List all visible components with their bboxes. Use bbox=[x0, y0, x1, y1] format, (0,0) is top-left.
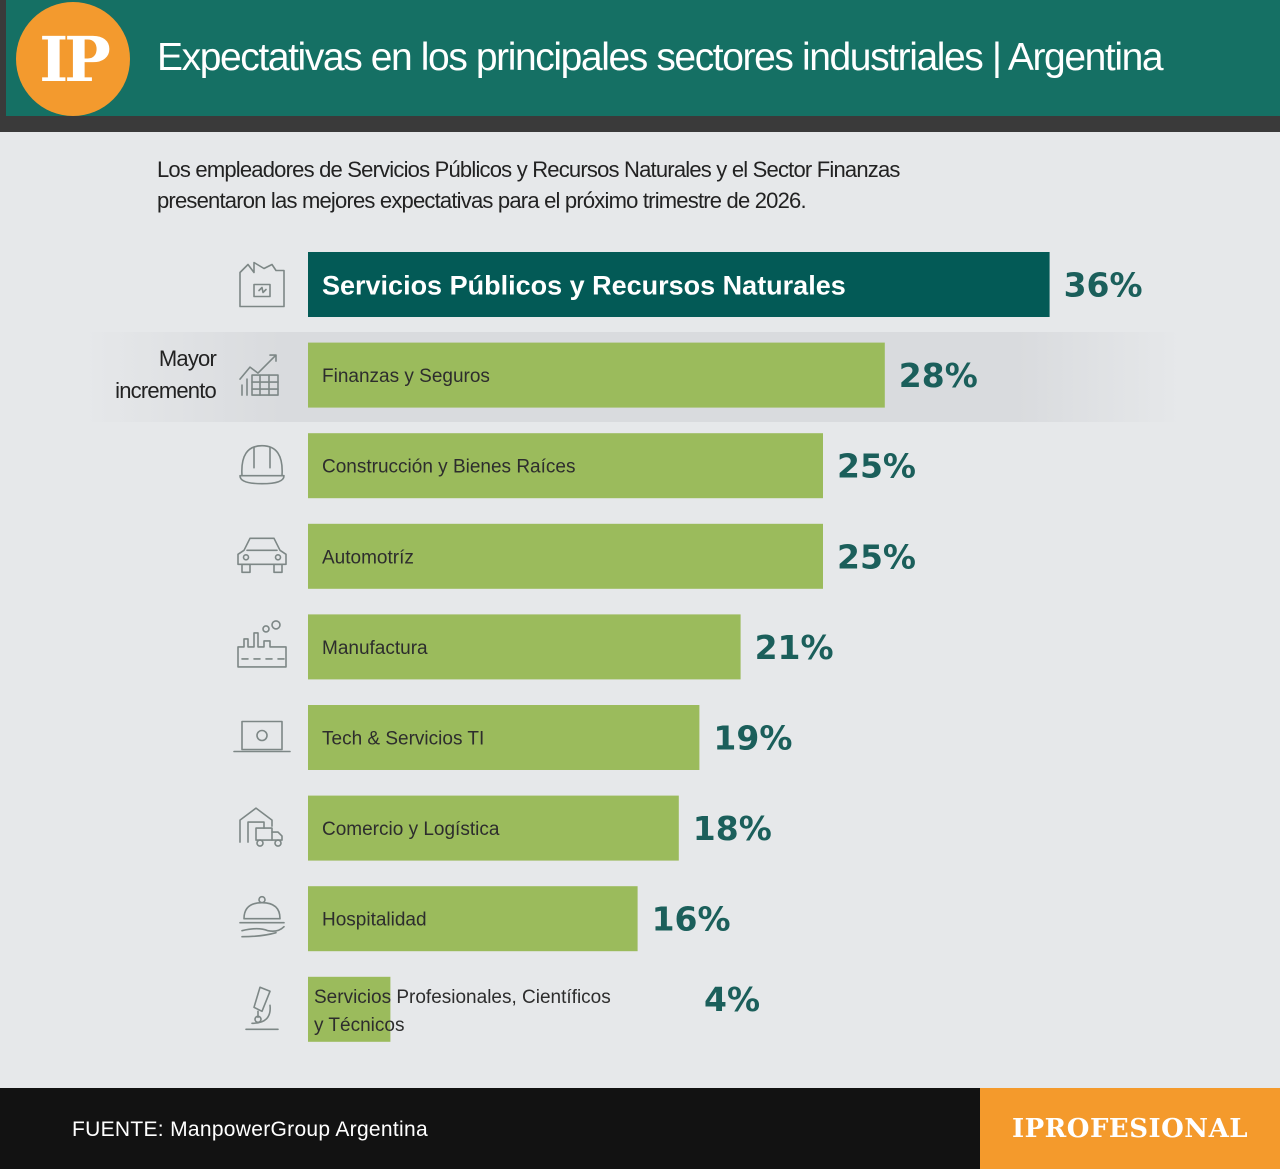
bar bbox=[308, 976, 391, 1042]
bar-value-label: 4% bbox=[704, 980, 760, 1019]
ip-logo: IP bbox=[16, 2, 130, 116]
header-left-edge bbox=[0, 0, 6, 132]
bar bbox=[308, 705, 700, 770]
bar-value-label: 21% bbox=[755, 628, 834, 667]
bar-value-label: 25% bbox=[837, 537, 916, 576]
bar-value-label: 16% bbox=[652, 900, 731, 939]
bar-value-label: 25% bbox=[837, 447, 916, 486]
bar-category-label: Construcción y Bienes Raíces bbox=[322, 457, 575, 478]
warehouse-truck-icon bbox=[239, 807, 283, 847]
source-note: FUENTE: ManpowerGroup Argentina bbox=[72, 1118, 428, 1141]
bar-category-label: Servicios Públicos y Recursos Naturales bbox=[322, 271, 846, 301]
laptop-icon bbox=[233, 720, 291, 753]
cloche-service-icon bbox=[239, 895, 285, 938]
bar-chart: Servicios Públicos y Recursos Naturales 3… bbox=[233, 252, 1143, 1042]
hard-hat-icon bbox=[239, 444, 285, 485]
header-banner bbox=[0, 0, 1280, 116]
bar bbox=[308, 252, 1050, 317]
bar bbox=[308, 342, 885, 408]
bar bbox=[308, 886, 638, 952]
bar-category-label: Hospitalidad bbox=[322, 910, 427, 931]
bar-value-label: 28% bbox=[899, 356, 978, 395]
bar-category-label: Comercio y Logística bbox=[322, 819, 500, 840]
bar-category-label: Finanzas y Seguros bbox=[322, 366, 490, 387]
bar bbox=[308, 433, 823, 499]
bar-category-label: Servicios Profesionales, Científicos y Té… bbox=[314, 987, 611, 1036]
manufacturing-icon bbox=[237, 620, 287, 668]
bar-category-label: Manufactura bbox=[322, 638, 428, 659]
bar bbox=[308, 795, 679, 861]
bar-category-label: Automotríz bbox=[322, 547, 414, 568]
header-bottom-bar bbox=[0, 116, 1280, 132]
finance-chart-icon bbox=[239, 354, 279, 396]
bar-category-label: Tech & Servicios TI bbox=[322, 729, 484, 750]
factory-energy-icon bbox=[239, 261, 285, 308]
bar-value-label: 36% bbox=[1064, 266, 1143, 305]
bar bbox=[308, 523, 823, 589]
microscope-icon bbox=[245, 986, 279, 1031]
bar-value-label: 19% bbox=[713, 719, 792, 758]
bar-value-label: 18% bbox=[693, 809, 772, 848]
page-title: Expectativas en los principales sectores… bbox=[157, 36, 1164, 79]
annotation-mayor-incremento: Mayor incremento bbox=[115, 346, 217, 403]
chart-subtitle: Los empleadores de Servicios Públicos y … bbox=[157, 157, 900, 213]
brand-logo: IPROFESIONAL bbox=[980, 1088, 1280, 1169]
car-icon bbox=[237, 537, 287, 574]
bar bbox=[308, 614, 741, 680]
